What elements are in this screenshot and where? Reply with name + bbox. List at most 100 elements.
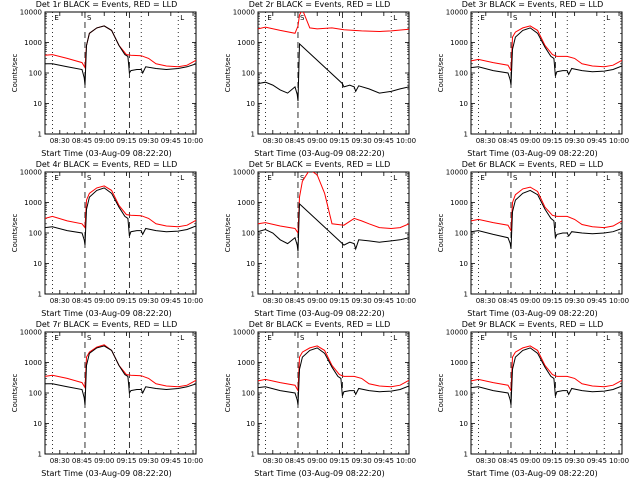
y-tick-label: 10 [246,420,255,428]
x-tick-label: 09:45 [587,297,607,305]
marker-label: L [393,334,397,342]
x-axis-label: Start Time (03-Aug-09 08:22:20) [254,309,385,318]
marker-label: L [180,334,184,342]
x-axis-label: Start Time (03-Aug-09 08:22:20) [41,469,172,478]
y-tick-label: 100 [242,70,255,78]
detector-panel-7: Det 7r BLACK = Events, RED = LLD Start Ti… [0,320,213,480]
marker-label: S [87,14,92,22]
x-tick-label: 08:45 [285,137,305,145]
x-tick-label: 09:00 [520,137,540,145]
x-axis-label: Start Time (03-Aug-09 08:22:20) [254,149,385,158]
x-axis-label: Start Time (03-Aug-09 08:22:20) [41,309,172,318]
x-tick-label: 10:00 [183,457,203,465]
x-tick-label: 09:30 [352,137,372,145]
detector-panel-2: Det 2r BLACK = Events, RED = LLD Start Ti… [213,0,426,160]
y-tick-label: 1000 [237,39,255,47]
x-tick-label: 10:00 [609,297,629,305]
y-axis-label: Counts/sec [224,214,232,253]
x-tick-label: 08:30 [476,457,496,465]
series-group [258,172,409,252]
x-tick-label: 08:45 [72,297,92,305]
series-group [45,185,196,246]
panel-title: Det 9r BLACK = Events, RED = LLD [461,320,604,329]
lld-series-line [258,12,409,34]
x-tick-label: 09:00 [94,297,114,305]
y-tick-label: 10000 [20,169,42,177]
x-tick-label: 08:45 [498,297,518,305]
x-tick-label: 09:00 [520,457,540,465]
x-tick-label: 09:00 [520,297,540,305]
x-tick-label: 09:30 [352,457,372,465]
y-tick-label: 10000 [20,9,42,17]
x-tick-label: 09:45 [587,137,607,145]
marker-label: L [180,174,184,182]
panel-title: Det 1r BLACK = Events, RED = LLD [35,0,178,9]
y-tick-label: 1 [464,451,468,459]
y-tick-label: 10 [459,100,468,108]
events-series-line [258,42,409,102]
marker-label: L [393,174,397,182]
x-tick-label: 08:45 [285,297,305,305]
x-axis-label: Start Time (03-Aug-09 08:22:20) [467,149,598,158]
y-tick-label: 10000 [233,169,255,177]
marker-label: L [606,334,610,342]
marker-label: S [513,334,518,342]
y-tick-label: 100 [29,390,42,398]
x-tick-label: 10:00 [609,457,629,465]
x-tick-label: 08:30 [263,137,283,145]
lld-series-line [45,185,196,229]
x-tick-label: 09:45 [587,457,607,465]
x-tick-label: 09:30 [352,297,372,305]
panel-title: Det 4r BLACK = Events, RED = LLD [35,160,178,169]
panel-title: Det 5r BLACK = Events, RED = LLD [248,160,391,169]
panel-title: Det 7r BLACK = Events, RED = LLD [35,320,178,329]
y-tick-label: 100 [242,390,255,398]
y-tick-label: 10000 [233,9,255,17]
x-tick-label: 10:00 [183,137,203,145]
marker-label: S [87,174,92,182]
y-axis-label: Counts/sec [11,374,19,413]
x-tick-label: 09:15 [329,297,349,305]
y-tick-label: 1 [251,131,255,139]
x-tick-label: 09:00 [307,457,327,465]
marker-label: E [480,14,484,22]
x-tick-label: 09:30 [565,457,585,465]
x-axis-label: Start Time (03-Aug-09 08:22:20) [467,469,598,478]
events-series-line [471,189,622,249]
series-group [45,25,196,86]
marker-label: S [300,14,305,22]
y-tick-label: 1000 [24,199,42,207]
x-tick-label: 09:30 [565,137,585,145]
x-tick-label: 10:00 [609,137,629,145]
x-tick-label: 09:30 [139,297,159,305]
panel-plot: 1 10 100 1000 10000 Counts/sec 08:30 08:45 09:00… [11,9,203,146]
x-axis-label: Start Time (03-Aug-09 08:22:20) [467,309,598,318]
x-axis-label: Start Time (03-Aug-09 08:22:20) [41,149,172,158]
x-tick-label: 08:45 [498,137,518,145]
marker-label: E [480,174,484,182]
marker-label: E [54,14,58,22]
events-series-line [45,187,196,246]
y-tick-label: 1000 [450,39,468,47]
x-tick-label: 09:15 [542,137,562,145]
y-tick-label: 100 [29,70,42,78]
x-tick-label: 08:45 [72,457,92,465]
marker-label: L [606,174,610,182]
x-tick-label: 09:15 [542,297,562,305]
series-group [45,344,196,406]
x-tick-label: 08:30 [50,137,70,145]
x-tick-label: 09:30 [565,297,585,305]
x-tick-label: 09:45 [161,137,181,145]
y-tick-label: 10 [459,420,468,428]
series-group [258,12,409,102]
y-tick-label: 100 [455,70,468,78]
y-tick-label: 1000 [237,199,255,207]
panel-plot: 1 10 100 1000 10000 Counts/sec 08:30 08:45 09:00… [437,9,629,146]
x-tick-label: 09:15 [329,457,349,465]
y-tick-label: 10000 [446,329,468,337]
panel-plot: 1 10 100 1000 10000 Counts/sec 08:30 08:45 09:00… [224,169,416,306]
events-series-line [45,345,196,406]
detector-panel-5: Det 5r BLACK = Events, RED = LLD Start Ti… [213,160,426,320]
detector-panel-9: Det 9r BLACK = Events, RED = LLD Start Ti… [426,320,639,480]
